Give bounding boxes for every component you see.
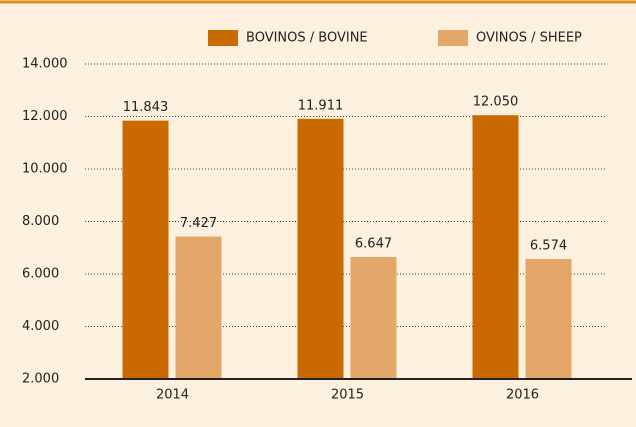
y-tick-label: 2.000 — [22, 372, 59, 387]
bar — [472, 115, 519, 379]
bar — [350, 257, 397, 379]
bar — [122, 120, 169, 379]
value-label: 11.911 — [298, 98, 344, 113]
y-tick-label: 14.000 — [22, 57, 68, 72]
value-label: 11.843 — [123, 100, 169, 115]
x-tick-label: 2014 — [156, 388, 189, 403]
y-tick-label: 4.000 — [22, 319, 59, 334]
y-tick-label: 12.000 — [22, 109, 68, 124]
bar — [297, 118, 344, 380]
y-tick-label: 10.000 — [22, 162, 68, 177]
legend-label: OVINOS / SHEEP — [476, 31, 582, 46]
value-label: 7.427 — [180, 216, 217, 231]
value-label: 6.574 — [530, 238, 567, 253]
legend-swatch — [208, 30, 238, 46]
y-tick-label: 6.000 — [22, 267, 59, 282]
legend-label: BOVINOS / BOVINE — [246, 31, 368, 46]
value-label: 12.050 — [473, 95, 519, 110]
bar — [175, 236, 222, 379]
value-label: 6.647 — [355, 237, 392, 252]
x-tick-label: 2015 — [331, 388, 364, 403]
y-tick-label: 8.000 — [22, 214, 59, 229]
x-tick-label: 2016 — [506, 388, 539, 403]
legend-swatch — [438, 30, 468, 46]
bar — [525, 258, 572, 379]
